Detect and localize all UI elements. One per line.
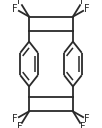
Text: F: F <box>80 0 85 6</box>
Text: F: F <box>17 0 22 6</box>
Text: F: F <box>17 122 22 128</box>
Text: F: F <box>12 4 18 14</box>
Text: F: F <box>84 114 90 124</box>
Text: F: F <box>84 4 90 14</box>
Text: F: F <box>80 122 85 128</box>
Text: F: F <box>12 114 18 124</box>
